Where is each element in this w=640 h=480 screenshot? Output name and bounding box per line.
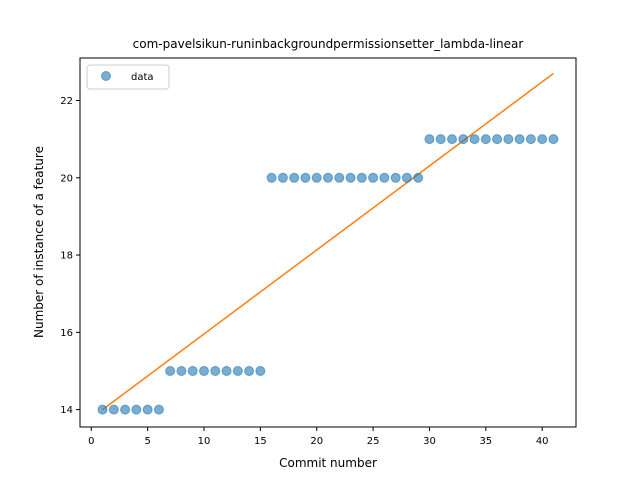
data-point	[356, 172, 367, 183]
data-point	[379, 172, 390, 183]
data-point	[255, 365, 266, 376]
data-point	[108, 404, 119, 415]
data-point	[176, 365, 187, 376]
data-points-layer	[97, 134, 559, 415]
x-tick-label: 0	[88, 436, 94, 447]
data-point	[458, 134, 469, 145]
x-tick-label: 10	[198, 436, 211, 447]
data-point	[492, 134, 503, 145]
fit-line-layer	[102, 72, 554, 411]
data-point	[120, 404, 131, 415]
data-point	[537, 134, 548, 145]
data-point	[165, 365, 176, 376]
data-point	[525, 134, 536, 145]
x-tick-label: 20	[310, 436, 323, 447]
data-point	[311, 172, 322, 183]
data-point	[548, 134, 559, 145]
y-tick-label: 18	[60, 251, 73, 262]
data-point	[390, 172, 401, 183]
x-tick-label: 30	[423, 436, 436, 447]
data-point	[413, 172, 424, 183]
data-point	[514, 134, 525, 145]
x-tick-label: 35	[479, 436, 492, 447]
fit-line	[102, 72, 554, 411]
data-point	[221, 365, 232, 376]
x-tick-label: 25	[367, 436, 380, 447]
x-tick-label: 15	[254, 436, 267, 447]
data-point	[424, 134, 435, 145]
legend-marker-data	[101, 71, 111, 81]
y-tick-label: 16	[60, 328, 73, 339]
data-point	[503, 134, 514, 145]
data-point	[187, 365, 198, 376]
x-tick-label: 5	[144, 436, 150, 447]
data-point	[131, 404, 142, 415]
data-point	[447, 134, 457, 145]
y-tick-label: 20	[60, 173, 73, 184]
data-point	[244, 365, 255, 376]
data-point	[153, 404, 164, 415]
x-axis-label: Commit number	[279, 456, 377, 470]
data-point	[401, 172, 412, 183]
data-point	[210, 365, 221, 376]
legend-box	[86, 64, 170, 90]
data-point	[480, 134, 491, 145]
data-point	[469, 134, 480, 145]
y-tick-label: 14	[60, 405, 73, 416]
data-point	[199, 365, 209, 376]
data-point	[334, 172, 345, 183]
data-point	[97, 404, 108, 415]
data-point	[300, 172, 311, 183]
data-point	[323, 172, 333, 183]
data-point	[368, 172, 379, 183]
y-tick-label: 22	[60, 96, 73, 107]
data-point	[277, 172, 288, 183]
x-tick-label: 40	[536, 436, 549, 447]
legend-label-data: data	[131, 72, 154, 83]
data-point	[289, 172, 300, 183]
data-point	[266, 172, 277, 183]
legend: data	[86, 64, 170, 90]
y-axis-label: Number of instance of a feature	[32, 146, 46, 338]
plot-area-frame	[79, 57, 577, 428]
data-point	[345, 172, 356, 183]
data-point	[142, 404, 153, 415]
chart-title: com-pavelsikun-runinbackgroundpermission…	[133, 37, 524, 51]
data-point	[232, 365, 243, 376]
axis-ticks: 0 5 10 15 20 25 30 35 40 14 16 18 20 22	[60, 96, 548, 447]
data-point	[435, 134, 446, 145]
